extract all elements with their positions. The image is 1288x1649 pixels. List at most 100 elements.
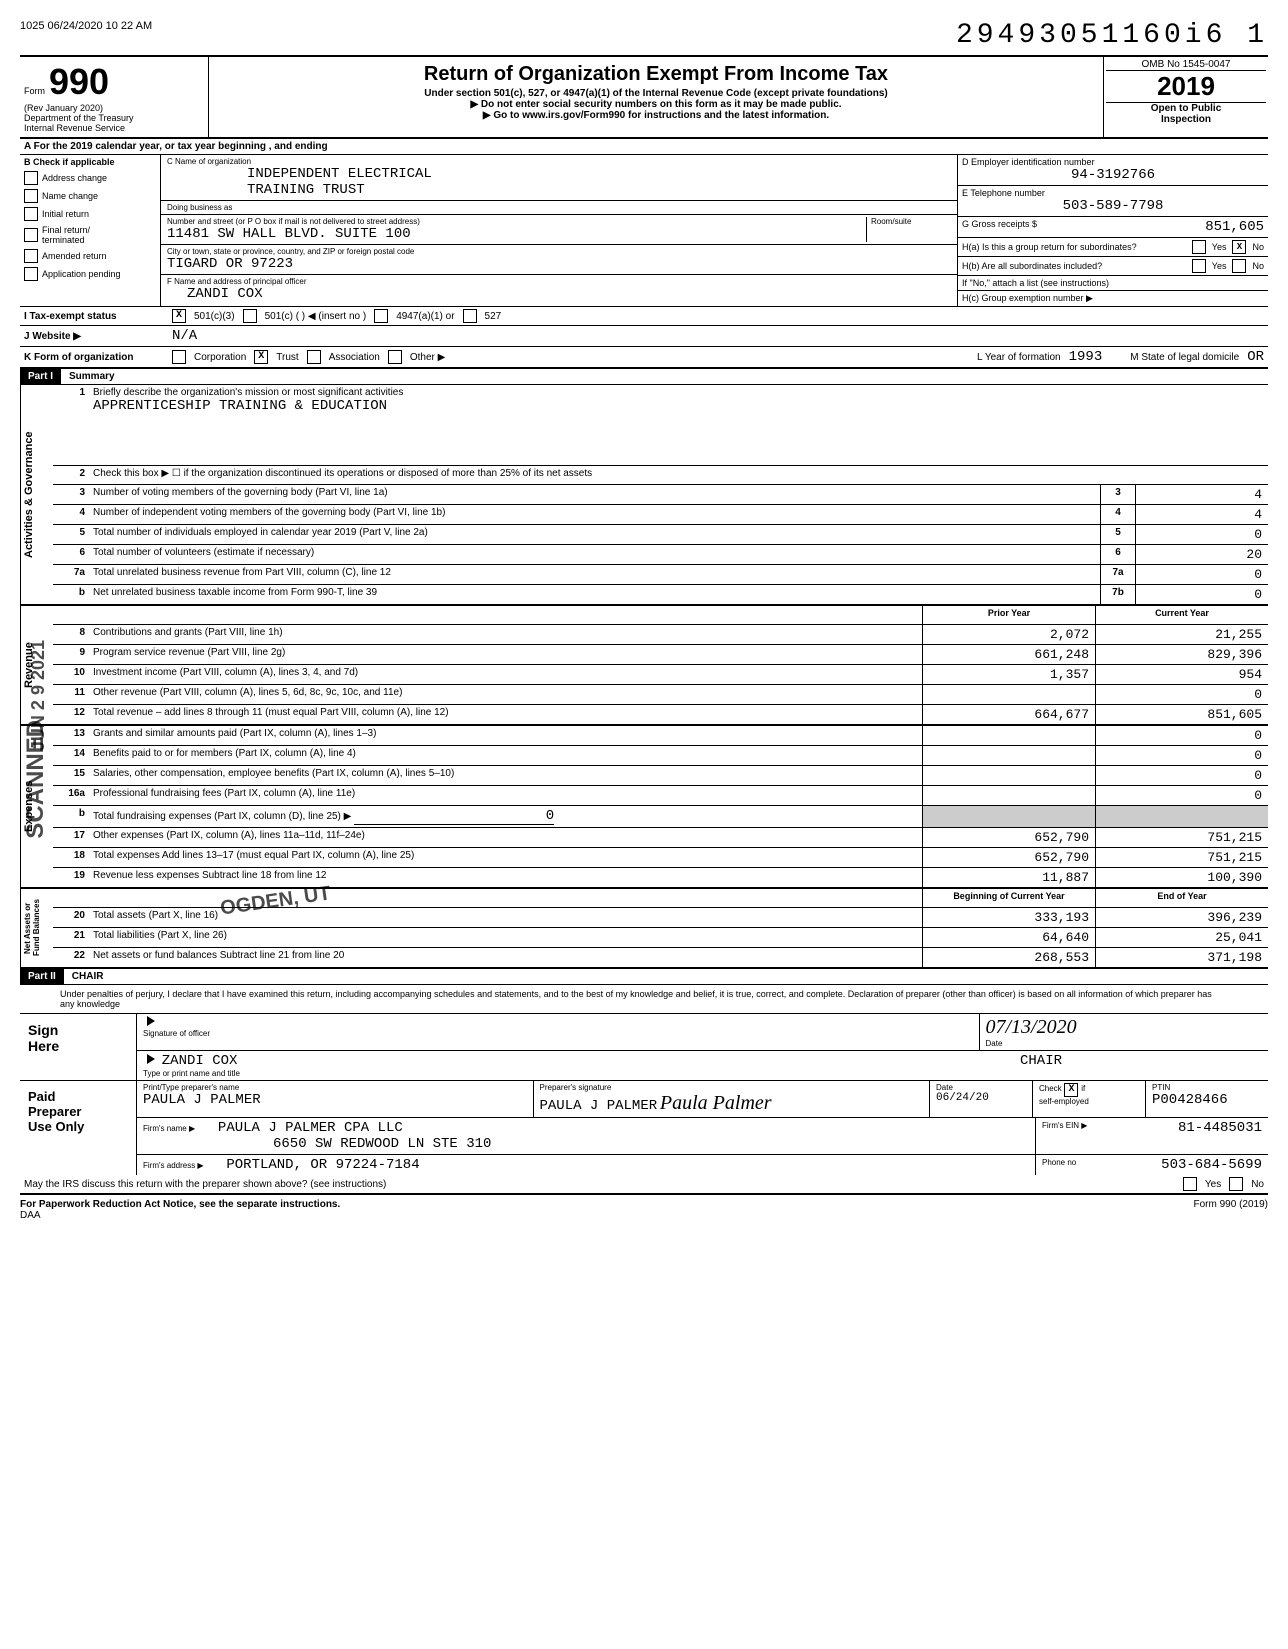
line12-num: 12 [53, 705, 89, 724]
if-label: if [1081, 1084, 1085, 1093]
officer-typed-name: ZANDI COX [162, 1053, 238, 1069]
form-label: Form [24, 86, 45, 96]
line7a-text: Total unrelated business revenue from Pa… [89, 565, 1100, 584]
discuss-label: May the IRS discuss this return with the… [24, 1179, 1175, 1190]
gross-label: G Gross receipts $ [962, 219, 1037, 235]
check-label: Check [1039, 1084, 1062, 1093]
part1-title: Summary [61, 369, 123, 384]
line13-num: 13 [53, 726, 89, 745]
lbl-527: 527 [485, 311, 502, 322]
dba-label: Doing business as [167, 203, 951, 212]
discuss-no-chk[interactable] [1229, 1177, 1243, 1191]
chk-initial-return[interactable] [24, 207, 38, 221]
ha-no-chk[interactable]: X [1232, 240, 1246, 254]
lbl-amended-return: Amended return [42, 251, 107, 261]
chk-name-change[interactable] [24, 189, 38, 203]
ptin-label: PTIN [1152, 1083, 1262, 1092]
line16a-text: Professional fundraising fees (Part IX, … [89, 786, 922, 805]
line22-eoy: 371,198 [1095, 948, 1268, 967]
line18-text: Total expenses Add lines 13–17 (must equ… [89, 848, 922, 867]
chk-501c[interactable] [243, 309, 257, 323]
chk-amended-return[interactable] [24, 249, 38, 263]
line16b-current-shaded [1095, 806, 1268, 827]
hb-no-chk[interactable] [1232, 259, 1246, 273]
firm-addr: PORTLAND, OR 97224-7184 [226, 1157, 419, 1173]
lbl-application-pending: Application pending [42, 269, 121, 279]
line15-current: 0 [1095, 766, 1268, 785]
org-name-2: TRAINING TRUST [167, 182, 951, 198]
line16a-num: 16a [53, 786, 89, 805]
print-timestamp: 1025 06/24/2020 10 22 AM [20, 20, 152, 51]
lbl-4947: 4947(a)(1) or [396, 311, 454, 322]
lbl-assoc: Association [329, 352, 380, 363]
prep-sig-label: Preparer's signature [540, 1083, 924, 1092]
line4-text: Number of independent voting members of … [89, 505, 1100, 524]
name-title-label: Type or print name and title [143, 1069, 1262, 1078]
line1-num: 1 [53, 385, 89, 465]
line7b-box: 7b [1100, 585, 1135, 604]
line5-text: Total number of individuals employed in … [89, 525, 1100, 544]
line7a-box: 7a [1100, 565, 1135, 584]
line1-label: Briefly describe the organization's miss… [93, 387, 1264, 398]
line8-num: 8 [53, 625, 89, 644]
ha-yes-chk[interactable] [1192, 240, 1206, 254]
row-i-label: I Tax-exempt status [24, 311, 164, 322]
line15-prior [922, 766, 1095, 785]
line17-text: Other expenses (Part IX, column (A), lin… [89, 828, 922, 847]
chk-application-pending[interactable] [24, 267, 38, 281]
street-address: 11481 SW HALL BLVD. SUITE 100 [167, 226, 866, 242]
activities-governance-label: Activities & Governance [20, 385, 53, 604]
line16a-prior [922, 786, 1095, 805]
line11-num: 11 [53, 685, 89, 704]
line5-val: 0 [1135, 525, 1268, 544]
chk-527[interactable] [463, 309, 477, 323]
line7b-val: 0 [1135, 585, 1268, 604]
paid-preparer-label: Paid Preparer Use Only [20, 1081, 137, 1175]
chk-trust[interactable]: X [254, 350, 268, 364]
hb-yes-chk[interactable] [1192, 259, 1206, 273]
line7b-text: Net unrelated business taxable income fr… [89, 585, 1100, 604]
line18-current: 751,215 [1095, 848, 1268, 867]
part1-header: Part I [20, 369, 61, 384]
prep-date-label: Date [936, 1083, 1026, 1092]
line13-text: Grants and similar amounts paid (Part IX… [89, 726, 922, 745]
boy-header: Beginning of Current Year [922, 889, 1095, 907]
line19-prior: 11,887 [922, 868, 1095, 887]
line11-text: Other revenue (Part VIII, column (A), li… [89, 685, 922, 704]
chk-assoc[interactable] [307, 350, 321, 364]
chk-corp[interactable] [172, 350, 186, 364]
line8-text: Contributions and grants (Part VIII, lin… [89, 625, 922, 644]
firm-ein: 81-4485031 [1178, 1120, 1262, 1136]
line11-current: 0 [1095, 685, 1268, 704]
hb-yes: Yes [1212, 261, 1227, 271]
officer-label: F Name and address of principal officer [167, 277, 951, 286]
discuss-yes-chk[interactable] [1183, 1177, 1197, 1191]
chk-final-return[interactable] [24, 228, 38, 242]
chk-self-employed[interactable]: X [1064, 1083, 1078, 1097]
chk-4947[interactable] [374, 309, 388, 323]
lbl-trust: Trust [276, 352, 298, 363]
line8-current: 21,255 [1095, 625, 1268, 644]
ha-label: H(a) Is this a group return for subordin… [962, 242, 1186, 252]
tax-year: 2019 [1106, 71, 1266, 103]
website-value: N/A [172, 328, 197, 344]
prep-sig-script: Paula Palmer [660, 1092, 772, 1114]
chk-501c3[interactable]: X [172, 309, 186, 323]
lbl-other: Other ▶ [410, 352, 445, 363]
open-public-2: Inspection [1106, 114, 1266, 125]
line9-text: Program service revenue (Part VIII, line… [89, 645, 922, 664]
line9-current: 829,396 [1095, 645, 1268, 664]
row-j-label: J Website ▶ [24, 331, 164, 342]
lbl-address-change: Address change [42, 173, 107, 183]
net-assets-label: Net Assets or Fund Balances [20, 889, 53, 967]
line22-text: Net assets or fund balances Subtract lin… [89, 948, 922, 967]
lbl-corp: Corporation [194, 352, 246, 363]
line7b-num: b [53, 585, 89, 604]
line3-val: 4 [1135, 485, 1268, 504]
line3-text: Number of voting members of the governin… [89, 485, 1100, 504]
chk-address-change[interactable] [24, 171, 38, 185]
chk-other[interactable] [388, 350, 402, 364]
state-domicile: OR [1247, 349, 1264, 365]
prep-date: 06/24/20 [936, 1092, 1026, 1104]
open-public-1: Open to Public [1106, 103, 1266, 114]
